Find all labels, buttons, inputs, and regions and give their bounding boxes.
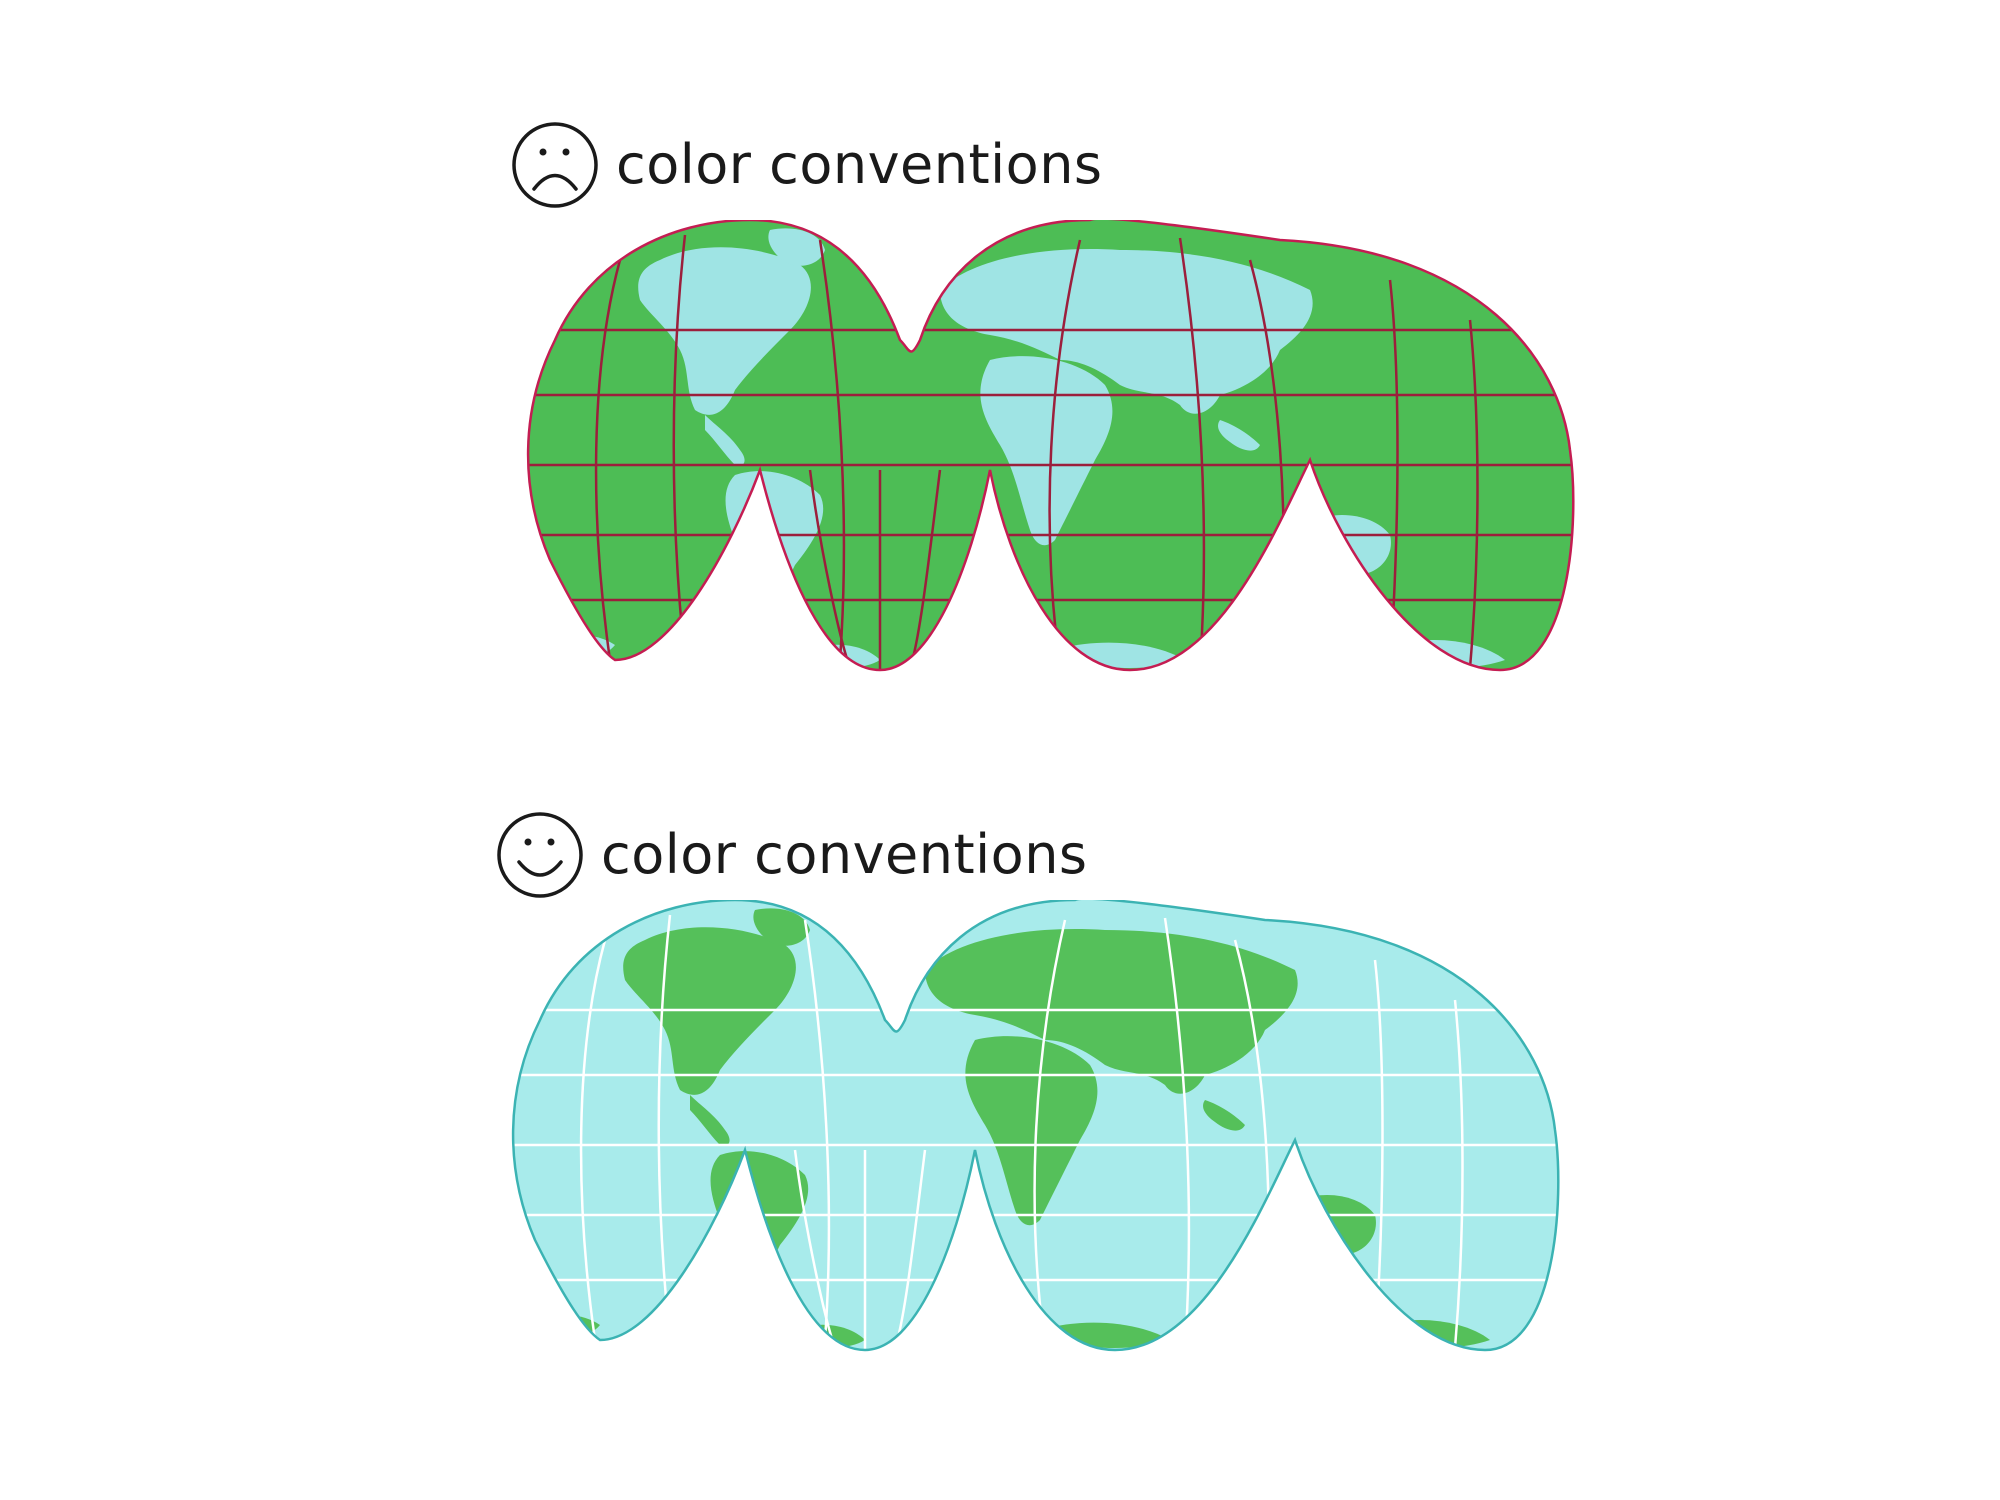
sad-face-icon [512,122,598,208]
meridian-line [657,914,672,1341]
meridian-line [803,919,831,1341]
meridian-line [579,939,607,1341]
landmass [1203,1100,1245,1131]
heading-label: color conventions [601,823,1088,886]
world-map-blue-ocean [511,900,1560,1352]
landmass [925,929,1298,1094]
landmass [705,415,745,466]
meridian-line [594,259,622,661]
landmass [980,356,1113,546]
meridian-line [1468,319,1479,669]
meridian-line [1163,917,1191,1349]
heading-label: color conventions [616,133,1103,196]
meridian-line [672,234,687,661]
landmass [753,908,810,946]
meridian-line [1048,239,1082,669]
world-map-green-ocean [526,220,1575,672]
landmass [965,1036,1098,1226]
map-outline [511,900,1560,1352]
map-outline [526,220,1575,672]
panel-good-convention: color conventions [0,790,2000,1490]
heading-good: color conventions [495,810,1088,900]
heading-bad: color conventions [510,120,1103,210]
meridian-line [1453,999,1464,1349]
happy-face-icon [497,812,583,898]
meridian-line [1178,237,1206,669]
landmass [768,228,825,266]
meridian-line [818,239,846,661]
landmass [690,1095,730,1146]
meridian-line [1033,919,1067,1349]
panel-bad-convention: color conventions [0,110,2000,810]
landmass [1218,420,1260,451]
landmass [940,249,1313,414]
